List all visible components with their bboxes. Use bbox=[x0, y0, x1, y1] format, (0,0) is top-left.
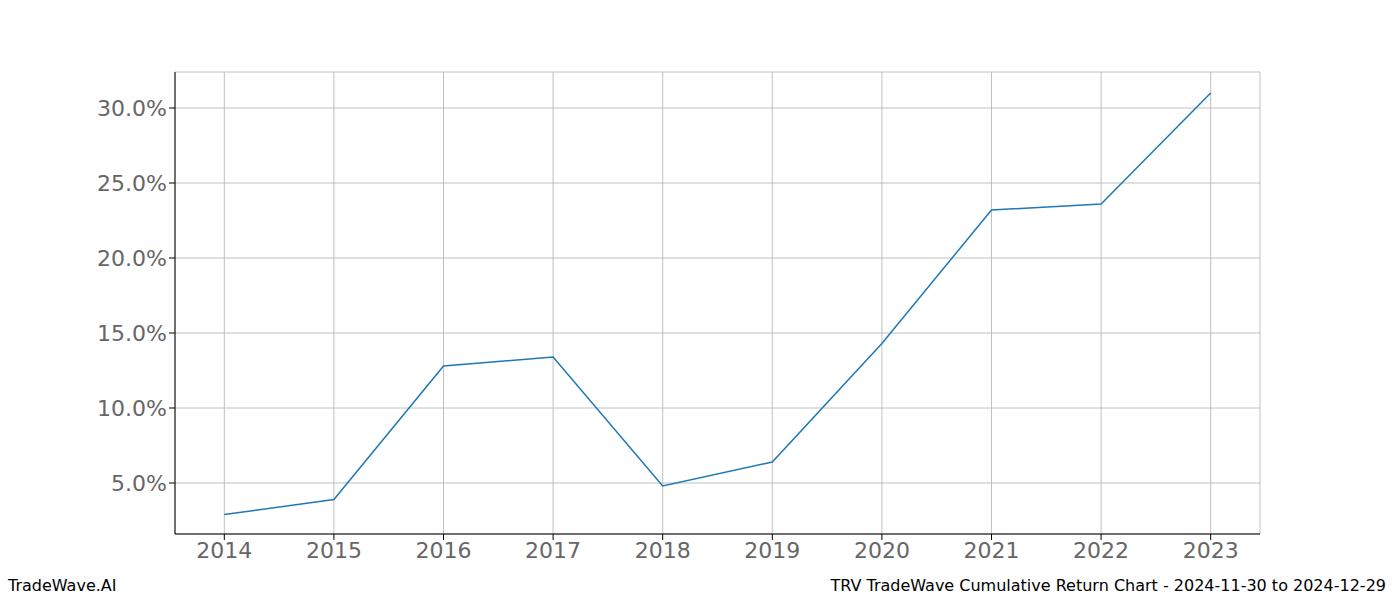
svg-text:20.0%: 20.0% bbox=[97, 246, 167, 271]
svg-text:2016: 2016 bbox=[416, 538, 472, 563]
svg-text:10.0%: 10.0% bbox=[97, 396, 167, 421]
svg-text:2014: 2014 bbox=[196, 538, 252, 563]
svg-text:2019: 2019 bbox=[744, 538, 800, 563]
svg-text:15.0%: 15.0% bbox=[97, 321, 167, 346]
svg-text:2015: 2015 bbox=[306, 538, 362, 563]
html-text:TRV TradeWave Cumulative Retur: TRV TradeWave Cumulative Return Chart - … bbox=[830, 576, 1386, 595]
html-text:TradeWave.AI: TradeWave.AI bbox=[8, 576, 117, 595]
svg-text:2020: 2020 bbox=[854, 538, 910, 563]
svg-text:2022: 2022 bbox=[1073, 538, 1129, 563]
svg-text:2017: 2017 bbox=[525, 538, 581, 563]
svg-text:5.0%: 5.0% bbox=[111, 471, 167, 496]
svg-text:30.0%: 30.0% bbox=[97, 96, 167, 121]
svg-text:2021: 2021 bbox=[963, 538, 1019, 563]
svg-text:2023: 2023 bbox=[1183, 538, 1239, 563]
svg-text:25.0%: 25.0% bbox=[97, 171, 167, 196]
svg-text:2018: 2018 bbox=[635, 538, 691, 563]
